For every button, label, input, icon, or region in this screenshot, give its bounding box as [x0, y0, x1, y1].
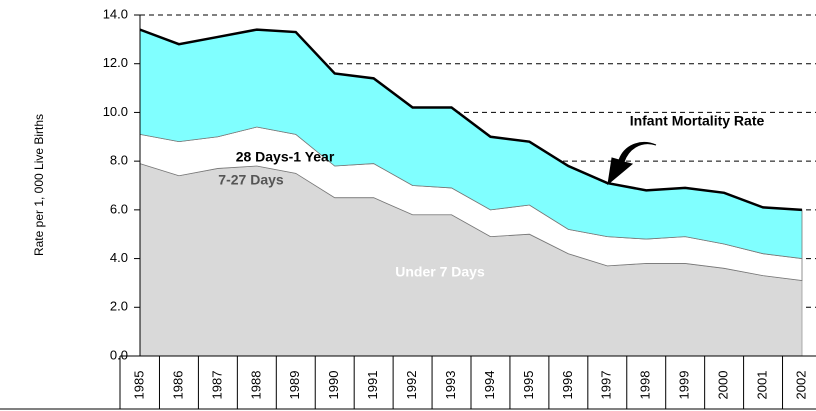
x-tick-label: 1989: [287, 371, 302, 400]
series-label: 28 Days-1 Year: [236, 149, 335, 165]
x-tick-label: 1988: [248, 371, 263, 400]
x-tick-label: 1986: [170, 371, 185, 400]
x-tick-label: 1992: [404, 371, 419, 400]
x-tick-label: 1998: [638, 371, 653, 400]
total-line: [139, 28, 803, 212]
x-tick-label: 1999: [677, 371, 692, 400]
annotation-arrow: [607, 141, 657, 186]
y-tick-label: 12.0: [103, 55, 128, 70]
x-tick-label: 2002: [793, 371, 808, 400]
x-tick-label: 1991: [365, 371, 380, 400]
annotation: Infant Mortality Rate: [630, 113, 765, 129]
x-tick-label: 1990: [326, 371, 341, 400]
y-tick-label: 14.0: [103, 6, 128, 21]
x-tick-label: 2000: [716, 371, 731, 400]
x-tick-label: 1996: [560, 371, 575, 400]
x-tick-label: 2001: [754, 371, 769, 400]
x-tick-label: 1985: [131, 371, 146, 400]
y-axis-label: Rate per 1, 000 Live Births: [32, 114, 46, 256]
x-tick-label: 1997: [599, 371, 614, 400]
y-tick-label: 10.0: [103, 104, 128, 119]
y-tick-label: 4.0: [110, 250, 128, 265]
y-tick-label: 6.0: [110, 201, 128, 216]
series-label: 7-27 Days: [218, 172, 284, 188]
y-tick-label: 0.0: [110, 347, 128, 362]
y-tick-label: 8.0: [110, 153, 128, 168]
y-tick-label: 2.0: [110, 299, 128, 314]
series-label: Under 7 Days: [395, 264, 485, 280]
x-tick-label: 1994: [482, 371, 497, 400]
x-tick-label: 1993: [443, 371, 458, 400]
x-tick-label: 1987: [209, 371, 224, 400]
x-tick-label: 1995: [521, 371, 536, 400]
